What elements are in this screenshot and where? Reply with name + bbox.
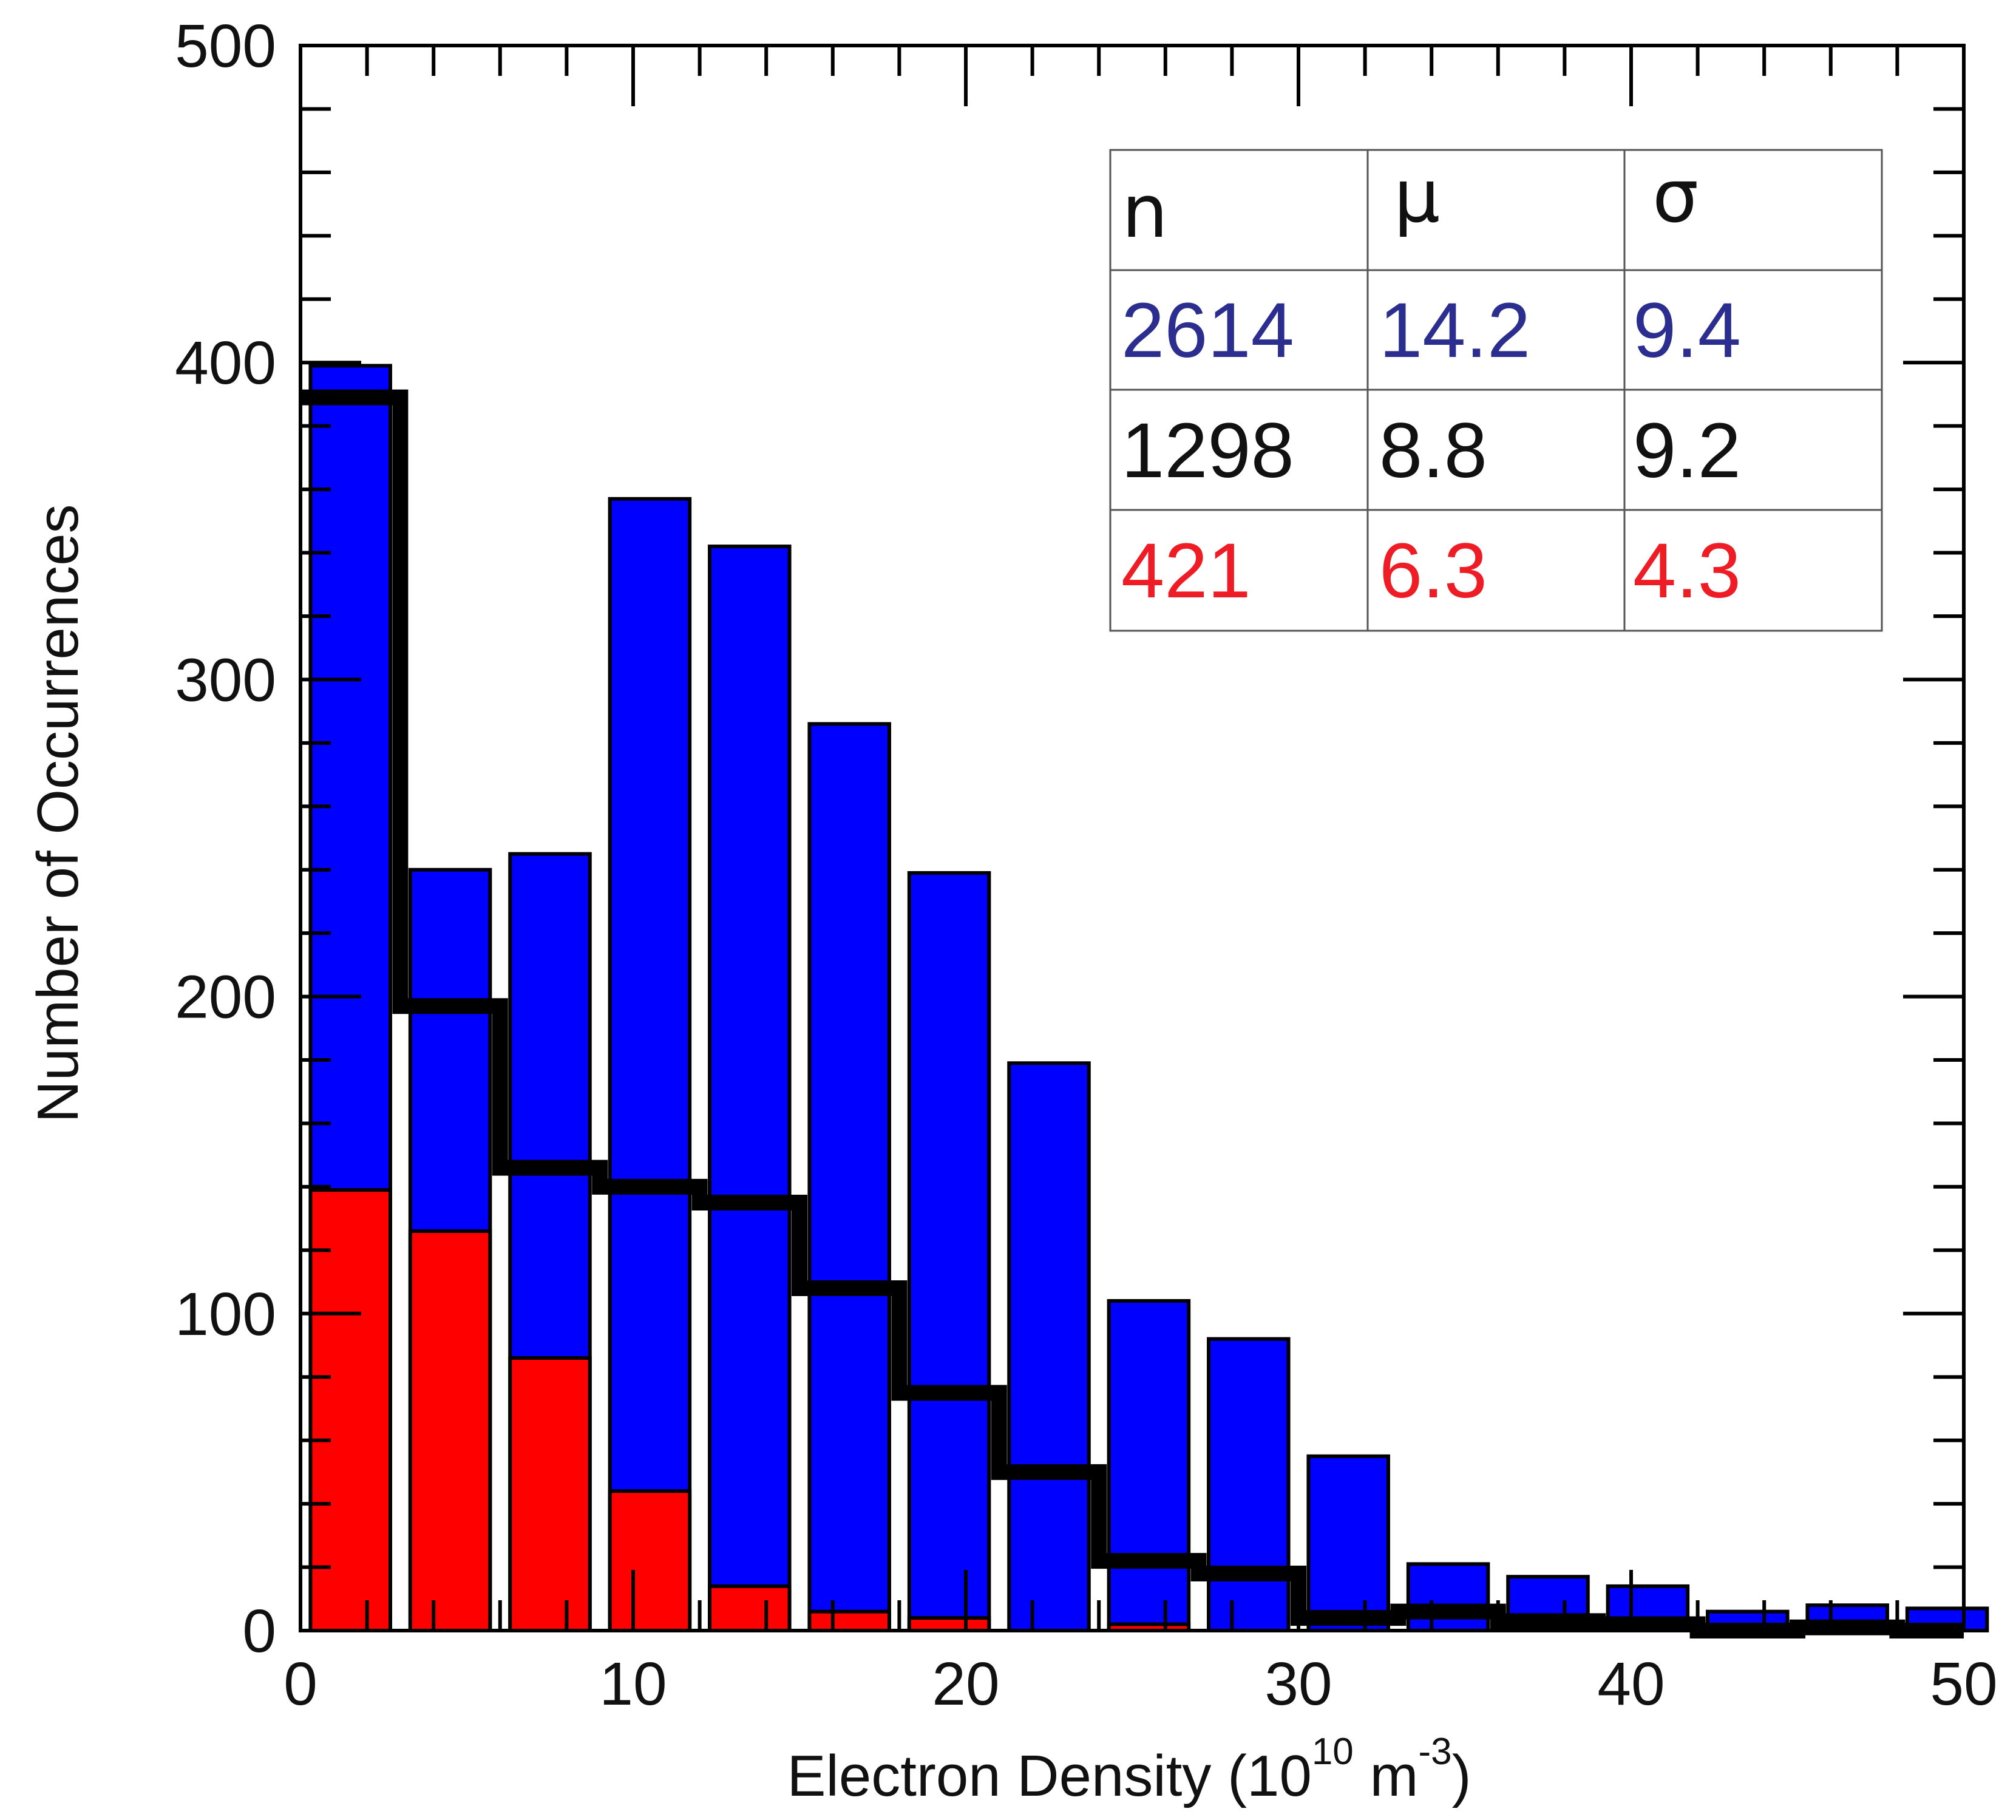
y-tick-label: 100	[175, 1280, 276, 1348]
stats-row3-sigma: 4.3	[1633, 528, 1741, 614]
y-tick-label: 400	[175, 329, 276, 397]
plot-frame	[299, 44, 1966, 1632]
y-tick-label: 200	[175, 963, 276, 1031]
red-bar-6	[907, 1616, 991, 1633]
red-bar-2	[508, 1356, 592, 1632]
x-tick-label: 50	[1930, 1650, 1997, 1718]
blue-bar-3	[608, 497, 692, 1632]
stats-row2-mu: 8.8	[1379, 407, 1487, 494]
stats-header-sigma: σ	[1652, 155, 1699, 239]
red-bar-3	[608, 1489, 692, 1632]
stats-row1-n: 2614	[1121, 287, 1294, 374]
axis-ticks	[299, 44, 1966, 1632]
x-tick-label: 40	[1597, 1650, 1665, 1718]
red-bar-0	[308, 1188, 392, 1632]
stats-row2-sigma: 9.2	[1633, 407, 1741, 494]
red-bars-series	[308, 1188, 1191, 1633]
x-tick-label: 30	[1264, 1650, 1332, 1718]
x-tick-label: 20	[932, 1650, 999, 1718]
blue-bar-4	[708, 545, 792, 1632]
stats-row1-mu: 14.2	[1379, 287, 1530, 374]
stats-header-n: n	[1122, 170, 1168, 254]
blue-bar-11	[1406, 1562, 1490, 1632]
blue-bar-5	[807, 722, 891, 1632]
blue-bar-8	[1107, 1299, 1191, 1633]
x-tick-label: 10	[599, 1650, 667, 1718]
y-tick-label: 0	[242, 1597, 276, 1665]
stats-row3-n: 421	[1121, 528, 1251, 614]
red-bar-5	[807, 1609, 891, 1632]
red-bar-1	[408, 1229, 492, 1632]
stats-table: n μ σ 2614 14.2 9.4 1298 8.8 9.2 421 6.3…	[1109, 149, 1883, 632]
blue-bar-7	[1007, 1061, 1091, 1632]
y-tick-label: 300	[175, 646, 276, 714]
stats-row2-n: 1298	[1121, 407, 1294, 494]
blue-bar-10	[1306, 1454, 1390, 1633]
stats-header-mu: μ	[1394, 155, 1440, 239]
x-axis-title: Electron Density (1010 m-3)	[787, 1731, 1471, 1808]
red-bar-4	[708, 1584, 792, 1633]
blue-bar-6	[907, 871, 991, 1632]
stats-row3-mu: 6.3	[1379, 528, 1487, 614]
y-axis-title: Number of Occurrences	[25, 504, 90, 1122]
blue-bar-9	[1207, 1337, 1291, 1632]
stats-row1-sigma: 9.4	[1633, 287, 1741, 374]
x-tick-label: 0	[283, 1650, 317, 1718]
y-tick-label: 500	[175, 12, 276, 80]
